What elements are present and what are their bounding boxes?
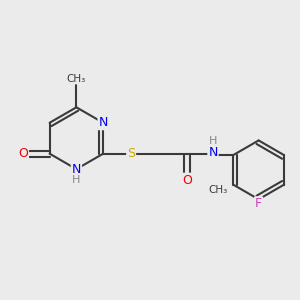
Text: S: S bbox=[127, 147, 135, 160]
Text: O: O bbox=[182, 174, 192, 187]
Text: N: N bbox=[98, 116, 108, 129]
Text: H: H bbox=[72, 175, 81, 185]
Text: N: N bbox=[72, 163, 81, 176]
Text: O: O bbox=[18, 147, 28, 160]
Text: H: H bbox=[209, 136, 217, 146]
Text: CH₃: CH₃ bbox=[67, 74, 86, 84]
Text: CH₃: CH₃ bbox=[209, 185, 228, 195]
Text: F: F bbox=[255, 197, 262, 210]
Text: N: N bbox=[208, 146, 218, 159]
